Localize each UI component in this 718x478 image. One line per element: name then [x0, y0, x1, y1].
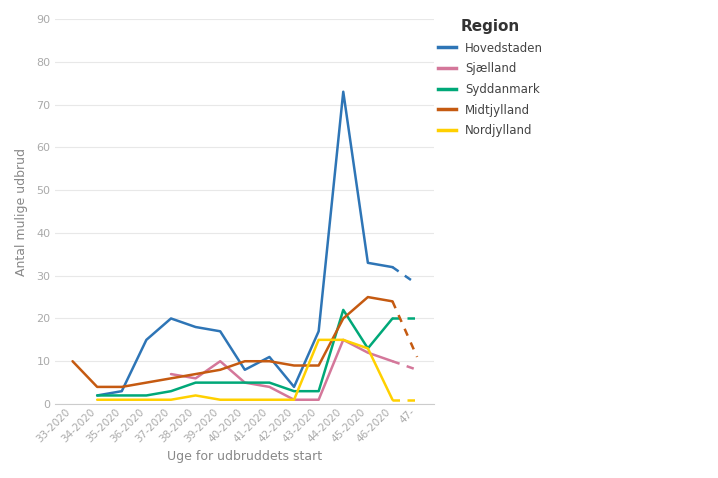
Y-axis label: Antal mulige udbrud: Antal mulige udbrud	[15, 148, 28, 275]
Legend: Hovedstaden, Sjælland, Syddanmark, Midtjylland, Nordjylland: Hovedstaden, Sjælland, Syddanmark, Midtj…	[438, 19, 544, 137]
X-axis label: Uge for udbruddets start: Uge for udbruddets start	[167, 450, 322, 463]
